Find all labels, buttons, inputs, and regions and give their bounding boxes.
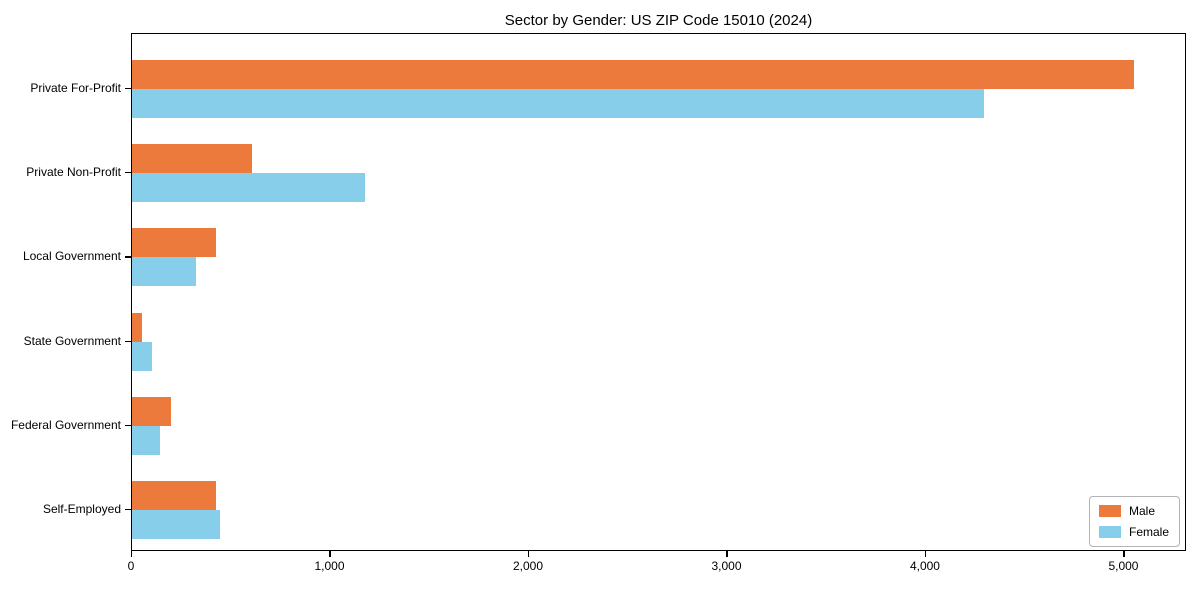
x-tick-4000 (924, 551, 927, 557)
x-tick-label-4000: 4,000 (909, 559, 940, 573)
bar-female-federal-government (132, 425, 160, 455)
bar-male-self-employed (132, 481, 217, 510)
y-tick-label-state-government: State Government (23, 333, 121, 348)
legend-label-female: Female (1128, 525, 1169, 539)
y-tick-private-non-profit (125, 172, 131, 174)
y-tick-label-local-government: Local Government (22, 249, 121, 264)
x-tick-label-0: 0 (127, 559, 135, 573)
bar-male-state-government (132, 312, 142, 342)
bar-female-private-non-profit (132, 173, 366, 203)
y-tick-private-for-profit (125, 88, 131, 90)
x-tick-label-5000: 5,000 (1108, 559, 1139, 573)
legend-label-male: Male (1128, 504, 1155, 518)
x-tick-0 (131, 551, 133, 557)
x-tick-label-3000: 3,000 (711, 559, 742, 573)
chart-title: Sector by Gender: US ZIP Code 15010 (202… (504, 12, 813, 29)
y-tick-label-federal-government: Federal Government (10, 417, 121, 432)
plot-area (131, 33, 1186, 551)
bar-female-private-for-profit (132, 89, 984, 118)
bar-male-private-non-profit (132, 144, 253, 174)
legend: Male Female (1088, 496, 1180, 547)
x-tick-3000 (726, 551, 728, 557)
x-tick-1000 (329, 551, 331, 557)
bar-male-local-government (132, 228, 217, 258)
y-tick-label-private-non-profit: Private Non-Profit (26, 165, 121, 180)
y-tick-federal-government (125, 424, 131, 426)
y-tick-local-government (125, 256, 131, 258)
male-series-swatch (1098, 505, 1121, 517)
y-tick-state-government (125, 340, 131, 342)
bar-male-private-for-profit (132, 60, 1135, 89)
bar-female-self-employed (132, 510, 221, 539)
y-tick-label-private-for-profit: Private For-Profit (30, 81, 121, 95)
female-series-swatch (1098, 526, 1121, 538)
y-tick-self-employed (125, 509, 131, 511)
x-tick-label-2000: 2,000 (512, 559, 543, 573)
bar-female-state-government (132, 341, 152, 371)
bar-female-local-government (132, 257, 196, 287)
x-tick-2000 (527, 551, 530, 557)
x-tick-label-1000: 1,000 (314, 559, 345, 573)
bar-male-federal-government (132, 396, 171, 426)
legend-item-male: Male (1098, 504, 1169, 518)
y-tick-label-self-employed: Self-Employed (42, 502, 121, 516)
x-tick-5000 (1123, 551, 1125, 557)
legend-item-female: Female (1098, 525, 1169, 539)
